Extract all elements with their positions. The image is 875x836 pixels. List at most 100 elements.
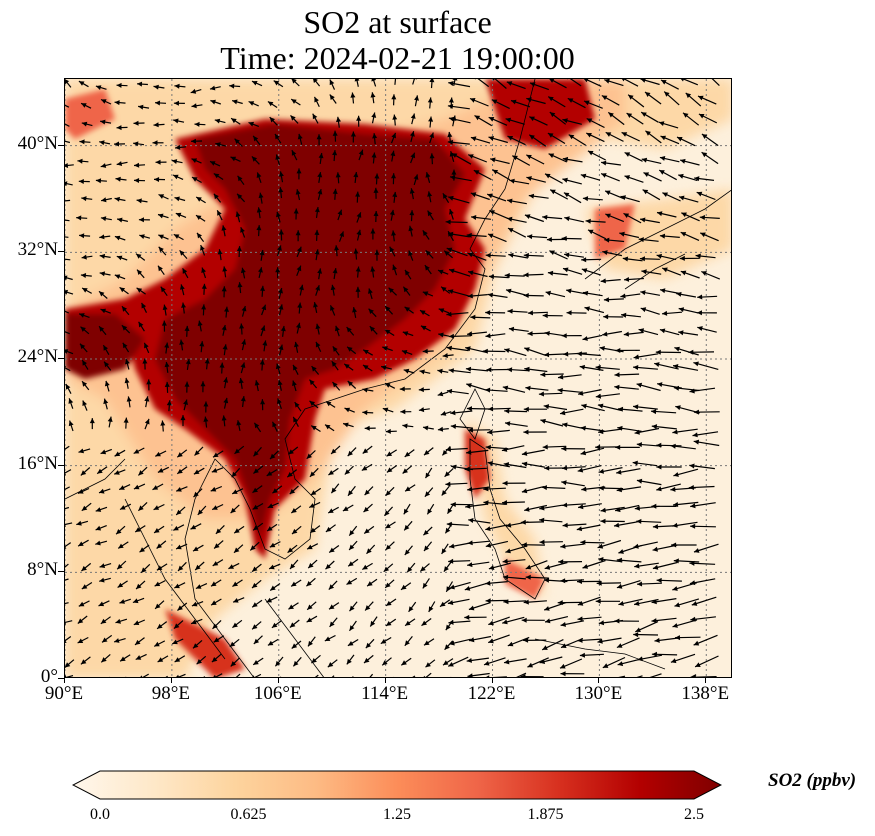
wind-arrow-head [240, 267, 246, 274]
wind-arrow-head [201, 304, 207, 310]
wind-arrow-head [595, 393, 602, 399]
wind-arrow-head [562, 522, 568, 528]
wind-arrow-head [317, 189, 323, 195]
wind-arrow-head [545, 173, 551, 179]
wind-arrow-head [95, 540, 101, 546]
wind-arrow-head [65, 473, 67, 476]
wind-arrow-head [278, 288, 283, 294]
wind-arrow-head [81, 121, 88, 127]
wind-arrow-head [362, 564, 368, 570]
wind-arrow-head [645, 92, 651, 97]
wind-arrow-head [365, 642, 371, 649]
wind-arrow-head [137, 81, 143, 87]
wind-arrow-head [678, 307, 685, 313]
wind-arrow-head [621, 132, 628, 137]
wind-arrow-head [140, 675, 143, 677]
wind-arrow-head [193, 643, 199, 649]
wind-arrow-head [210, 486, 217, 492]
wind-arrow-head [564, 216, 570, 222]
wind-arrow-head [297, 133, 303, 140]
wind-arrow-head [423, 675, 426, 677]
wind-arrow-head [470, 98, 476, 103]
lat-tick-mark [58, 358, 64, 359]
wind-arrow-head [673, 502, 679, 507]
wind-arrow [65, 620, 73, 624]
wind-arrow-head [162, 304, 168, 310]
wind-arrow-head [311, 366, 317, 372]
wind-arrow-head [523, 599, 529, 605]
wind-arrow-head [503, 599, 509, 605]
wind-arrow-head [116, 161, 123, 166]
wind-arrow-head [275, 660, 281, 667]
wind-arrow-head [344, 363, 350, 369]
wind-arrow-head [582, 196, 589, 202]
wind-arrow-head [158, 213, 164, 219]
wind-arrow-head [447, 139, 453, 145]
wind-arrow-head [275, 267, 281, 273]
wind-arrow-head [544, 331, 550, 336]
wind-arrow-head [291, 150, 297, 156]
wind-arrow-head [544, 564, 551, 570]
wind-arrow-head [694, 548, 700, 553]
wind-arrow-head [95, 85, 102, 90]
wind-arrow-head [117, 564, 123, 570]
wind-arrow-head [79, 313, 85, 318]
wind-arrow-head [362, 387, 368, 393]
wind-arrow-head [642, 189, 649, 195]
wind-arrow-head [602, 331, 608, 337]
wind-arrow-head [310, 490, 317, 496]
wind-arrow-head [443, 566, 449, 572]
wind-arrow-head [171, 159, 178, 164]
wind-arrow-head [695, 253, 701, 259]
wind-arrow-head [126, 396, 132, 402]
wind-arrow-head [657, 211, 663, 217]
wind-arrow-head [577, 579, 582, 584]
wind-arrow-head [418, 407, 425, 413]
wind-arrow [65, 578, 69, 581]
wind-arrow-head [427, 191, 433, 197]
wind-arrow-head [136, 253, 142, 259]
wind-arrow-head [329, 604, 335, 610]
wind-arrow-head [659, 156, 666, 161]
wind-arrow-head [448, 662, 454, 667]
so2-high-field [65, 79, 635, 677]
wind-arrow-head [604, 237, 610, 243]
wind-arrow-head [309, 678, 315, 679]
wind-arrow-head [307, 604, 313, 610]
wind-arrow-head [523, 637, 529, 643]
wind-arrow-head [652, 546, 658, 552]
wind-arrow-head [382, 407, 389, 413]
wind-arrow-head [197, 232, 202, 239]
wind-arrow-head [557, 600, 563, 606]
wind-arrow-head [621, 79, 625, 82]
wind-arrow-head [616, 643, 623, 648]
wind-arrow-head [464, 586, 471, 591]
wind-arrow-head [350, 131, 356, 137]
wind-arrow-head [448, 368, 454, 374]
wind-arrow-head [296, 265, 302, 272]
wind-arrow-head [253, 450, 259, 457]
wind-arrow-head [230, 156, 237, 162]
colorbar-label: SO2 (ppbv) [768, 770, 857, 791]
wind-arrow-head [184, 381, 190, 387]
wind-arrow [65, 140, 71, 144]
wind-arrow-head [404, 451, 411, 457]
wind-arrow-head [507, 216, 513, 222]
wind-arrow-head [597, 403, 604, 409]
wind-arrow [65, 445, 70, 450]
wind-arrow-head [293, 416, 298, 423]
wind-arrow [313, 79, 321, 87]
wind-arrow-head [670, 443, 676, 449]
wind-arrow-head [65, 640, 67, 643]
wind-arrow-head [410, 152, 416, 159]
wind-arrow-head [277, 245, 282, 251]
wind-arrow-head [623, 213, 630, 218]
wind-arrow-head [386, 600, 392, 606]
colorbar-tick-label: 1.875 [527, 806, 564, 823]
wind-arrow-head [577, 601, 584, 606]
wind-arrow-head [318, 153, 324, 159]
wind-arrow-head [385, 383, 391, 388]
wind-arrow-head [194, 450, 200, 456]
wind-arrow-head [425, 250, 431, 256]
wind-arrow-head [675, 405, 681, 411]
